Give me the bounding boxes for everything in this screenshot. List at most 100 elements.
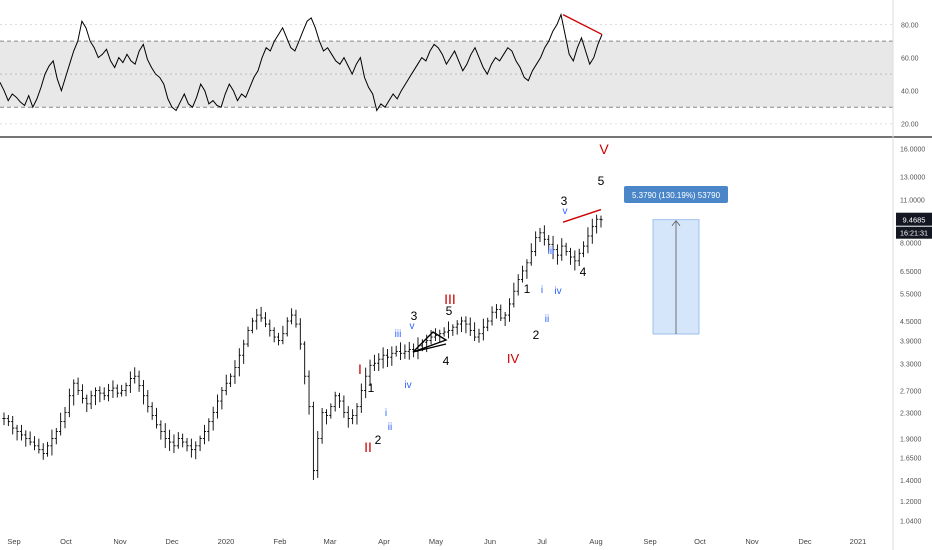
- price-y-tick-label: 3.9000: [900, 339, 922, 346]
- price-candle: [398, 342, 403, 360]
- price-candle: [59, 412, 63, 436]
- wave-label: V: [599, 141, 609, 157]
- wave-label: 1: [524, 282, 531, 296]
- price-candle: [490, 306, 494, 326]
- price-candle: [538, 227, 542, 243]
- price-candle: [324, 409, 329, 425]
- price-candle: [337, 392, 342, 409]
- price-candle: [272, 327, 276, 343]
- price-candle: [67, 388, 71, 418]
- price-candle: [560, 238, 564, 261]
- price-y-tick-label: 1.2000: [900, 499, 922, 506]
- price-candle: [124, 382, 128, 397]
- wave-label: III: [444, 291, 456, 307]
- price-candle: [372, 354, 377, 372]
- price-candle: [32, 436, 37, 451]
- price-candle: [407, 341, 411, 360]
- price-candle: [394, 345, 398, 357]
- wave-label: i: [541, 285, 543, 296]
- price-candle: [106, 383, 111, 402]
- price-candle: [503, 311, 507, 327]
- price-candle: [446, 321, 451, 339]
- price-candle: [93, 387, 98, 406]
- rsi-pane: [0, 12, 893, 125]
- price-candle: [342, 395, 346, 418]
- price-candle: [54, 427, 58, 445]
- x-tick-label: Nov: [745, 537, 759, 546]
- wave-label: 1: [368, 381, 375, 395]
- price-candle: [368, 359, 372, 386]
- price-divergence-line: [562, 208, 602, 223]
- price-candle: [329, 403, 333, 419]
- price-candle: [176, 432, 180, 449]
- price-candle: [351, 409, 355, 425]
- countdown-tag: [896, 226, 932, 239]
- price-candle: [512, 282, 516, 308]
- price-candle: [172, 434, 176, 454]
- price-pane: [2, 214, 603, 481]
- price-candle: [276, 332, 281, 346]
- wave-label: 5: [598, 174, 605, 188]
- price-candle: [24, 430, 28, 447]
- price-candle: [181, 433, 185, 448]
- price-candle: [15, 424, 19, 441]
- x-tick-label: Jun: [484, 537, 496, 546]
- price-candle: [224, 374, 228, 396]
- price-candle: [364, 367, 368, 399]
- x-tick-label: Oct: [694, 537, 707, 546]
- wave-label: ii: [545, 314, 549, 325]
- price-candle: [311, 401, 315, 481]
- price-candle: [516, 274, 520, 296]
- price-candle: [89, 390, 93, 410]
- price-y-tick-label: 11.0000: [900, 197, 925, 204]
- price-candle: [137, 370, 141, 392]
- price-candle: [263, 312, 268, 328]
- price-candle: [198, 435, 202, 452]
- rsi-y-tick-label: 60.00: [901, 56, 919, 63]
- price-candle: [377, 353, 381, 371]
- price-candle: [207, 418, 211, 442]
- rsi-series-line: [0, 12, 603, 112]
- price-candle: [150, 402, 154, 420]
- price-candle: [451, 324, 455, 336]
- price-candle: [133, 367, 137, 384]
- wave-label: II: [364, 439, 372, 455]
- wave-label: v: [563, 206, 568, 217]
- x-tick-label: Sep: [643, 537, 656, 546]
- price-candle: [159, 420, 163, 440]
- price-y-tick-label: 1.0400: [900, 519, 922, 526]
- rsi-y-tick-label: 40.00: [901, 89, 919, 96]
- price-candle: [50, 429, 54, 456]
- price-candle: [28, 431, 32, 446]
- x-tick-label: Aug: [589, 537, 602, 546]
- price-candle: [72, 379, 76, 406]
- price-candle: [481, 318, 485, 341]
- wave-label: 4: [443, 354, 450, 368]
- wave-label: IV: [507, 351, 520, 366]
- measure-arrowhead: [671, 220, 681, 226]
- price-candle: [529, 243, 533, 266]
- price-y-tick-label: 1.9000: [900, 436, 922, 443]
- price-candle: [307, 370, 311, 415]
- price-candle: [459, 316, 464, 333]
- x-tick-label: Sep: [7, 537, 20, 546]
- price-y-tick-label: 2.3000: [900, 410, 922, 417]
- price-candle: [390, 346, 394, 366]
- price-y-tick-label: 16.0000: [900, 146, 925, 153]
- price-candle: [499, 304, 503, 321]
- price-candle: [102, 387, 106, 401]
- price-candle: [494, 304, 499, 319]
- price-candle: [228, 373, 233, 388]
- price-candle: [250, 317, 254, 334]
- wave-annotations: 5.3790 (130.19%) 53790IIIIIIIVV123451234…: [358, 141, 728, 455]
- price-candle: [568, 247, 573, 265]
- x-tick-label: Oct: [60, 537, 73, 546]
- price-candle: [534, 231, 538, 257]
- price-candle: [19, 424, 24, 441]
- price-candle: [486, 317, 490, 332]
- measure-label-box: [624, 186, 728, 203]
- wave-label: iii: [395, 329, 402, 340]
- price-y-tick-label: 3.3000: [900, 361, 922, 368]
- wave-label: 2: [375, 433, 382, 447]
